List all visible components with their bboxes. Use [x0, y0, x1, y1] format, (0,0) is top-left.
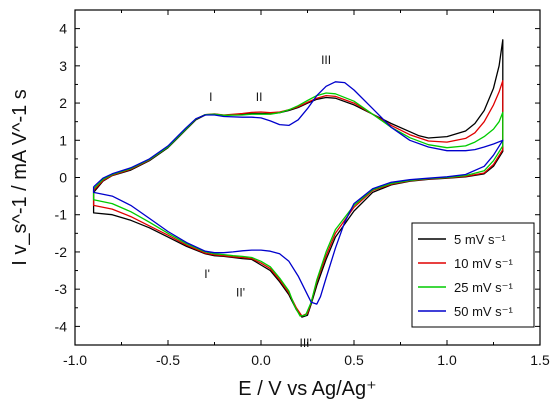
- y-tick-label: -4: [55, 318, 68, 334]
- y-tick-label: 0: [59, 170, 67, 186]
- peak-label: II': [236, 286, 245, 300]
- x-axis-title: E / V vs Ag/Ag⁺: [238, 378, 376, 400]
- y-tick-label: 2: [59, 95, 67, 111]
- y-tick-label: -1: [55, 207, 68, 223]
- legend-box: [411, 222, 535, 328]
- x-tick-label: 0.0: [251, 352, 271, 368]
- peak-label: II: [256, 90, 263, 104]
- legend-label: 50 mV s⁻¹: [454, 304, 514, 319]
- y-axis-title: I v_s^-1 / mA V^-1 s: [9, 89, 31, 266]
- y-tick-label: -2: [55, 244, 68, 260]
- x-tick-label: 1.5: [530, 352, 550, 368]
- series-line-4: [92, 81, 504, 305]
- y-tick-label: -3: [55, 281, 68, 297]
- peak-label: I': [204, 267, 210, 281]
- peak-label: I: [209, 90, 212, 104]
- series-line-3: [92, 92, 504, 317]
- peak-label: III': [299, 336, 311, 350]
- peak-label: III: [321, 53, 331, 67]
- legend-label: 10 mV s⁻¹: [454, 256, 514, 271]
- ticks-layer: -1.0 -0.5 0.0 0.5 1.0 1.5 -4 -3 -2 -1 0 1 2 3 4: [55, 10, 550, 368]
- y-tick-label: 1: [59, 132, 67, 148]
- y-tick-label: 4: [59, 21, 67, 37]
- x-tick-label: 1.0: [437, 352, 457, 368]
- x-tick-label: -0.5: [156, 352, 180, 368]
- y-tick-label: 3: [59, 58, 67, 74]
- series-layer: [92, 39, 504, 318]
- series-line-2: [92, 80, 504, 317]
- legend-label: 25 mV s⁻¹: [454, 280, 514, 295]
- legend: 5 mV s⁻¹ 10 mV s⁻¹ 25 mV s⁻¹ 50 mV s⁻¹: [411, 222, 535, 328]
- x-tick-label: 0.5: [344, 352, 364, 368]
- x-tick-label: -1.0: [63, 352, 87, 368]
- legend-label: 5 mV s⁻¹: [454, 232, 506, 247]
